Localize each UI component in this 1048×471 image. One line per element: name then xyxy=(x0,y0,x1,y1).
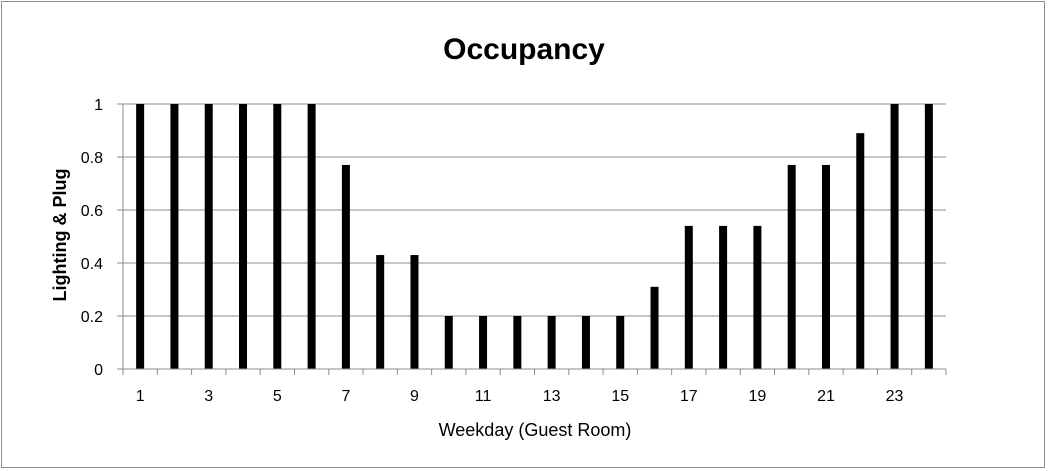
x-tick-label: 19 xyxy=(748,388,766,405)
bar xyxy=(204,104,213,369)
x-tick-label: 9 xyxy=(410,388,419,405)
y-tick-label: 0.8 xyxy=(81,150,103,167)
grid-lines xyxy=(123,103,946,317)
bar xyxy=(136,104,145,369)
x-axis-ticks: 1 3 5 7 9 11 13 15 17 19 21 23 xyxy=(122,369,947,405)
x-tick-label: 3 xyxy=(204,388,213,405)
bar xyxy=(616,316,625,369)
x-axis-label: Weekday (Guest Room) xyxy=(439,420,632,440)
y-tick-label: 0 xyxy=(94,362,103,379)
y-tick-label: 0.6 xyxy=(81,203,103,220)
bar xyxy=(307,104,316,369)
bar xyxy=(890,104,899,369)
bar xyxy=(479,316,488,369)
bar xyxy=(341,164,350,369)
bar xyxy=(787,164,796,369)
bar xyxy=(547,316,556,369)
x-tick-label: 5 xyxy=(273,388,282,405)
bar xyxy=(684,225,693,369)
x-tick-label: 15 xyxy=(611,388,629,405)
x-tick-label: 11 xyxy=(475,388,492,405)
x-tick-label: 23 xyxy=(886,388,904,405)
bar xyxy=(719,225,728,369)
x-tick-label: 21 xyxy=(817,388,835,405)
x-tick-label: 1 xyxy=(136,388,145,405)
bar xyxy=(924,104,933,369)
bar xyxy=(513,316,522,369)
bar xyxy=(170,104,179,369)
x-tick-label: 7 xyxy=(341,388,350,405)
bar xyxy=(376,255,385,369)
x-tick-label: 17 xyxy=(680,388,698,405)
bar xyxy=(650,286,659,369)
y-axis-ticks: 0 0.2 0.4 0.6 0.8 1 xyxy=(81,97,124,379)
bar xyxy=(444,316,453,369)
y-tick-label: 1 xyxy=(94,97,103,114)
bar xyxy=(273,104,282,369)
bar xyxy=(581,316,590,369)
y-axis-label: Lighting & Plug xyxy=(50,169,70,302)
bar xyxy=(410,255,419,369)
x-tick-label: 13 xyxy=(543,388,561,405)
y-tick-label: 0.2 xyxy=(81,309,103,326)
y-tick-label: 0.4 xyxy=(81,256,103,273)
bars xyxy=(136,104,933,369)
bar xyxy=(753,225,762,369)
bar xyxy=(856,133,865,369)
chart-title: Occupancy xyxy=(443,33,605,66)
bar xyxy=(821,164,830,369)
bar xyxy=(239,104,248,369)
